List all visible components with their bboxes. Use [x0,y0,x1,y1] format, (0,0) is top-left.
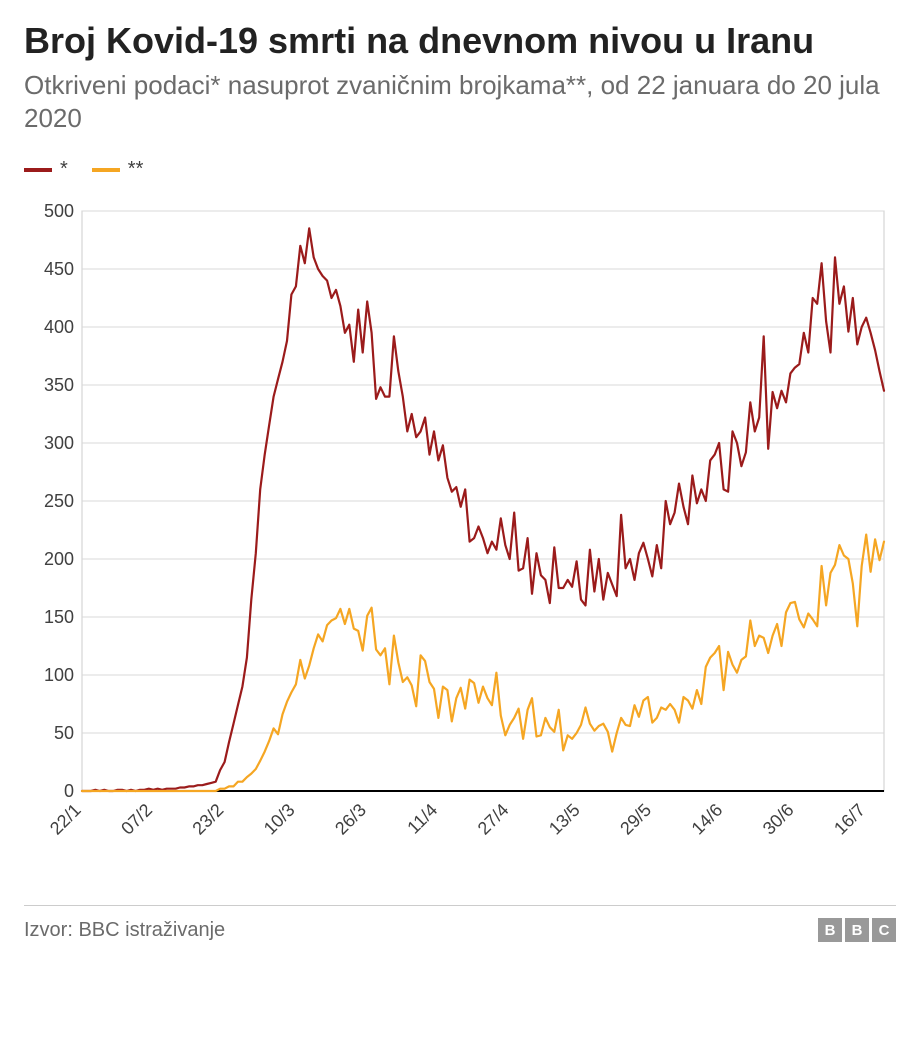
source-text: Izvor: BBC istraživanje [24,919,225,942]
svg-text:07/2: 07/2 [117,800,156,839]
svg-text:50: 50 [54,723,74,743]
chart-container: 0 50 100 150 200 250 300 350 400 450 500 22/1 07/2 23… [24,201,896,881]
legend-item-leaked: * [24,158,68,181]
svg-text:400: 400 [44,317,74,337]
svg-text:30/6: 30/6 [759,800,798,839]
svg-text:100: 100 [44,665,74,685]
chart-subtitle: Otkriveni podaci* nasuprot zvaničnim bro… [24,69,896,134]
svg-text:16/7: 16/7 [830,800,869,839]
svg-text:26/3: 26/3 [331,800,370,839]
svg-text:13/5: 13/5 [545,800,584,839]
svg-text:450: 450 [44,259,74,279]
bbc-logo: B B C [818,918,896,942]
svg-text:22/1: 22/1 [46,800,85,839]
line-chart: 0 50 100 150 200 250 300 350 400 450 500 22/1 07/2 23… [24,201,896,881]
svg-text:250: 250 [44,491,74,511]
bbc-logo-b2: B [845,918,869,942]
legend-label-leaked: * [60,158,68,181]
svg-text:10/3: 10/3 [260,800,299,839]
bbc-logo-c: C [872,918,896,942]
legend-item-official: ** [92,158,144,181]
svg-text:500: 500 [44,201,74,221]
legend-swatch-official [92,168,120,172]
svg-text:29/5: 29/5 [616,800,655,839]
svg-text:11/4: 11/4 [403,800,441,838]
svg-text:300: 300 [44,433,74,453]
svg-text:200: 200 [44,549,74,569]
svg-text:350: 350 [44,375,74,395]
legend-swatch-leaked [24,168,52,172]
legend: * ** [24,158,896,181]
svg-text:14/6: 14/6 [688,800,727,839]
chart-title: Broj Kovid-19 smrti na dnevnom nivou u I… [24,20,896,61]
bbc-logo-b1: B [818,918,842,942]
svg-text:150: 150 [44,607,74,627]
footer: Izvor: BBC istraživanje B B C [24,905,896,942]
svg-text:23/2: 23/2 [188,800,227,839]
legend-label-official: ** [128,158,144,181]
svg-text:27/4: 27/4 [474,800,513,839]
svg-text:0: 0 [64,781,74,801]
